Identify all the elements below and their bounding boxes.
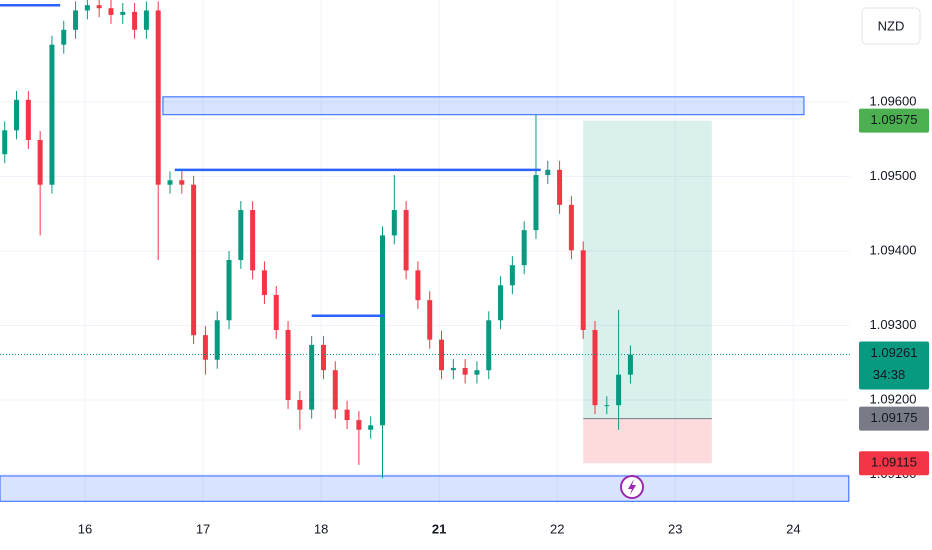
- candle-body: [462, 367, 468, 375]
- candle-body: [238, 210, 244, 260]
- stop-label-box: [859, 451, 929, 476]
- candle-body: [120, 11, 126, 15]
- candle-body: [179, 180, 185, 185]
- x-tick-label: 24: [786, 521, 800, 536]
- candle-body: [320, 344, 326, 371]
- candle-body: [214, 320, 220, 360]
- candle-body: [627, 354, 633, 375]
- candle-body: [285, 329, 291, 400]
- x-tick-label: 16: [78, 521, 92, 536]
- x-tick-label: 22: [550, 521, 564, 536]
- stop-label: 1.09115: [871, 455, 917, 470]
- loss-area: [583, 418, 712, 464]
- y-tick-label: 1.09600: [870, 93, 917, 108]
- candle-body: [616, 374, 622, 406]
- candle-body: [202, 335, 208, 360]
- candle-body: [25, 99, 31, 141]
- y-tick-label: 1.09400: [870, 242, 917, 257]
- currency-box[interactable]: [861, 7, 921, 45]
- candle-body: [49, 44, 55, 185]
- target-label: 1.09575: [871, 112, 918, 127]
- axes: 1.091001.092001.093001.094001.095001.096…: [78, 93, 917, 536]
- candle-body: [167, 180, 173, 185]
- y-tick-label: 1.09200: [870, 391, 917, 406]
- candle-body: [96, 5, 102, 9]
- candle-body: [391, 210, 397, 236]
- candle-body: [143, 10, 149, 30]
- y-tick-label: 1.09300: [870, 317, 917, 332]
- candle-body: [545, 169, 551, 176]
- candle-body: [486, 320, 492, 371]
- candle-body: [14, 99, 20, 131]
- candle-body: [557, 169, 563, 205]
- candle-body: [521, 230, 527, 266]
- x-tick-label: 23: [668, 521, 682, 536]
- candle-body: [415, 270, 421, 301]
- target-label-box: [859, 108, 929, 133]
- candle-body: [61, 29, 67, 45]
- candle-body: [368, 425, 374, 430]
- entry-label: 1.09175: [871, 410, 918, 425]
- candle-body: [155, 10, 161, 185]
- profit-area: [583, 120, 712, 419]
- candle-body: [309, 344, 315, 410]
- candle-body: [297, 399, 303, 410]
- candle-body: [356, 420, 362, 430]
- candle-body: [533, 175, 539, 231]
- entry-label-box: [859, 406, 929, 431]
- currency-label: NZD: [878, 18, 905, 33]
- candle-body: [380, 235, 385, 426]
- candle-body: [73, 10, 79, 30]
- alert-bolt: [628, 479, 636, 495]
- candle-body: [191, 184, 197, 336]
- x-tick-label: 18: [314, 521, 328, 536]
- candle-body: [509, 265, 515, 286]
- x-tick-label: 21: [432, 521, 446, 536]
- last-price-box: [859, 341, 929, 390]
- candle-body: [108, 8, 114, 15]
- candle-body: [261, 270, 267, 295]
- candle-body: [580, 250, 586, 330]
- candle-body: [474, 370, 480, 375]
- candle-body: [332, 370, 338, 410]
- zone: [162, 96, 805, 116]
- candle-body: [273, 294, 279, 330]
- candle-body: [450, 367, 456, 371]
- candle-body: [226, 259, 232, 321]
- countdown-label: 34:38: [873, 367, 906, 382]
- candle-body: [2, 130, 8, 155]
- candle-body: [592, 329, 598, 406]
- candle-body: [568, 204, 574, 251]
- grid: [0, 0, 850, 505]
- candle-body: [132, 11, 138, 30]
- plot-area: [0, 0, 850, 502]
- candle-body: [403, 210, 409, 271]
- candle-body: [250, 210, 256, 271]
- zone: [0, 475, 850, 502]
- candle-body: [604, 405, 610, 407]
- y-tick-label: 1.09500: [870, 168, 917, 183]
- candle-body: [427, 300, 433, 340]
- candle-body: [37, 140, 43, 185]
- last-price-label: 1.09261: [871, 345, 918, 360]
- candle-body: [344, 409, 350, 421]
- candle-body: [84, 5, 90, 11]
- candle-body: [498, 285, 504, 321]
- x-tick-label: 17: [196, 521, 210, 536]
